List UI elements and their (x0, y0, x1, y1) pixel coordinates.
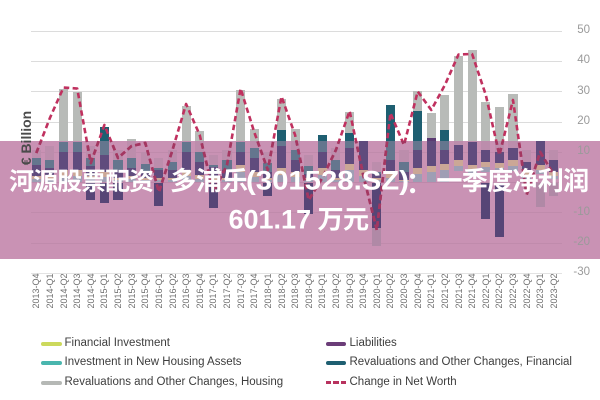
svg-text:601.17: 601.17 (229, 205, 312, 235)
svg-text:(301528.SZ): (301528.SZ) (246, 166, 409, 196)
